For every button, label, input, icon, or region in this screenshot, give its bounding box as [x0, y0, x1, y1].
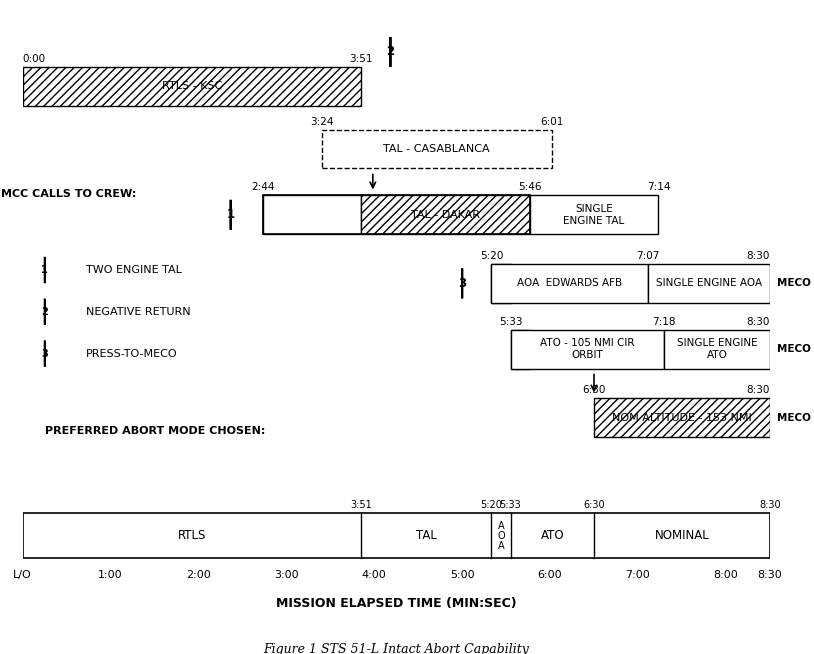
Text: 7:14: 7:14	[646, 182, 670, 192]
Text: 4:00: 4:00	[362, 570, 387, 580]
Text: 2:44: 2:44	[252, 182, 274, 192]
FancyBboxPatch shape	[322, 129, 552, 169]
Text: 5:33: 5:33	[500, 500, 522, 510]
Text: 3: 3	[458, 277, 466, 290]
Text: 8:30: 8:30	[746, 317, 770, 327]
Text: 7:07: 7:07	[637, 251, 660, 261]
Text: PRESS-TO-MECO: PRESS-TO-MECO	[85, 349, 177, 358]
Text: 6:30: 6:30	[582, 385, 606, 396]
Text: TAL - DAKAR: TAL - DAKAR	[411, 210, 479, 220]
Text: RTLS - KSC: RTLS - KSC	[162, 81, 222, 92]
FancyBboxPatch shape	[23, 513, 770, 558]
Text: 2: 2	[387, 46, 395, 58]
Text: NEGATIVE RETURN: NEGATIVE RETURN	[85, 307, 190, 317]
Text: 8:30: 8:30	[746, 251, 770, 261]
Text: PREFERRED ABORT MODE CHOSEN:: PREFERRED ABORT MODE CHOSEN:	[45, 426, 265, 436]
FancyBboxPatch shape	[263, 196, 361, 234]
Text: 0:00: 0:00	[23, 54, 46, 64]
Text: 7:00: 7:00	[626, 570, 650, 580]
Text: SINGLE ENGINE
ATO: SINGLE ENGINE ATO	[676, 338, 757, 360]
Text: MECO: MECO	[777, 413, 811, 423]
FancyBboxPatch shape	[530, 196, 659, 234]
FancyBboxPatch shape	[492, 264, 510, 303]
Text: MCC CALLS TO CREW:: MCC CALLS TO CREW:	[1, 189, 136, 199]
Text: 8:00: 8:00	[713, 570, 738, 580]
Text: 2:00: 2:00	[186, 570, 211, 580]
FancyBboxPatch shape	[23, 67, 361, 106]
Text: Figure 1 STS 51-L Intact Abort Capability: Figure 1 STS 51-L Intact Abort Capabilit…	[263, 644, 529, 654]
Text: L/O: L/O	[13, 570, 32, 580]
Text: MISSION ELAPSED TIME (MIN:SEC): MISSION ELAPSED TIME (MIN:SEC)	[276, 597, 517, 610]
Text: 1: 1	[226, 208, 234, 221]
Text: TAL - CASABLANCA: TAL - CASABLANCA	[383, 144, 490, 154]
Text: SINGLE ENGINE AOA: SINGLE ENGINE AOA	[656, 279, 762, 288]
Text: ATO: ATO	[540, 529, 564, 542]
Text: 8:30: 8:30	[746, 385, 770, 396]
Text: 8:30: 8:30	[757, 570, 782, 580]
Text: 1:00: 1:00	[98, 570, 123, 580]
Text: ATO - 105 NMI CIR
ORBIT: ATO - 105 NMI CIR ORBIT	[540, 338, 635, 360]
Text: 6:00: 6:00	[538, 570, 562, 580]
Text: 3:51: 3:51	[350, 500, 372, 510]
Text: 3: 3	[42, 349, 48, 358]
Text: A
O
A: A O A	[497, 521, 505, 551]
FancyBboxPatch shape	[492, 264, 648, 303]
Text: MECO: MECO	[777, 279, 811, 288]
Text: 3:00: 3:00	[274, 570, 299, 580]
Text: 3:51: 3:51	[349, 54, 373, 64]
Text: TAL: TAL	[416, 529, 437, 542]
Text: MECO: MECO	[777, 344, 811, 354]
Text: 3:24: 3:24	[310, 116, 333, 127]
Text: NOMINAL: NOMINAL	[654, 529, 709, 542]
Text: 5:00: 5:00	[450, 570, 475, 580]
Text: 1: 1	[42, 265, 48, 275]
FancyBboxPatch shape	[664, 330, 770, 369]
Text: 5:20: 5:20	[480, 500, 502, 510]
Text: RTLS: RTLS	[177, 529, 206, 542]
Text: NOM ALTITUDE - 153 NMI: NOM ALTITUDE - 153 NMI	[612, 413, 752, 423]
Text: AOA  EDWARDS AFB: AOA EDWARDS AFB	[517, 279, 623, 288]
Text: 7:18: 7:18	[653, 317, 676, 327]
FancyBboxPatch shape	[648, 264, 770, 303]
Text: SINGLE
ENGINE TAL: SINGLE ENGINE TAL	[563, 203, 624, 226]
FancyBboxPatch shape	[361, 196, 530, 234]
Text: 2: 2	[42, 307, 48, 317]
FancyBboxPatch shape	[510, 330, 530, 369]
Text: 5:33: 5:33	[499, 317, 523, 327]
Text: 6:30: 6:30	[583, 500, 605, 510]
Text: 6:01: 6:01	[540, 116, 563, 127]
Text: 5:46: 5:46	[518, 182, 541, 192]
Text: 5:20: 5:20	[479, 251, 503, 261]
FancyBboxPatch shape	[510, 330, 664, 369]
Text: 8:30: 8:30	[759, 500, 781, 510]
Text: TWO ENGINE TAL: TWO ENGINE TAL	[85, 265, 182, 275]
FancyBboxPatch shape	[594, 398, 770, 438]
